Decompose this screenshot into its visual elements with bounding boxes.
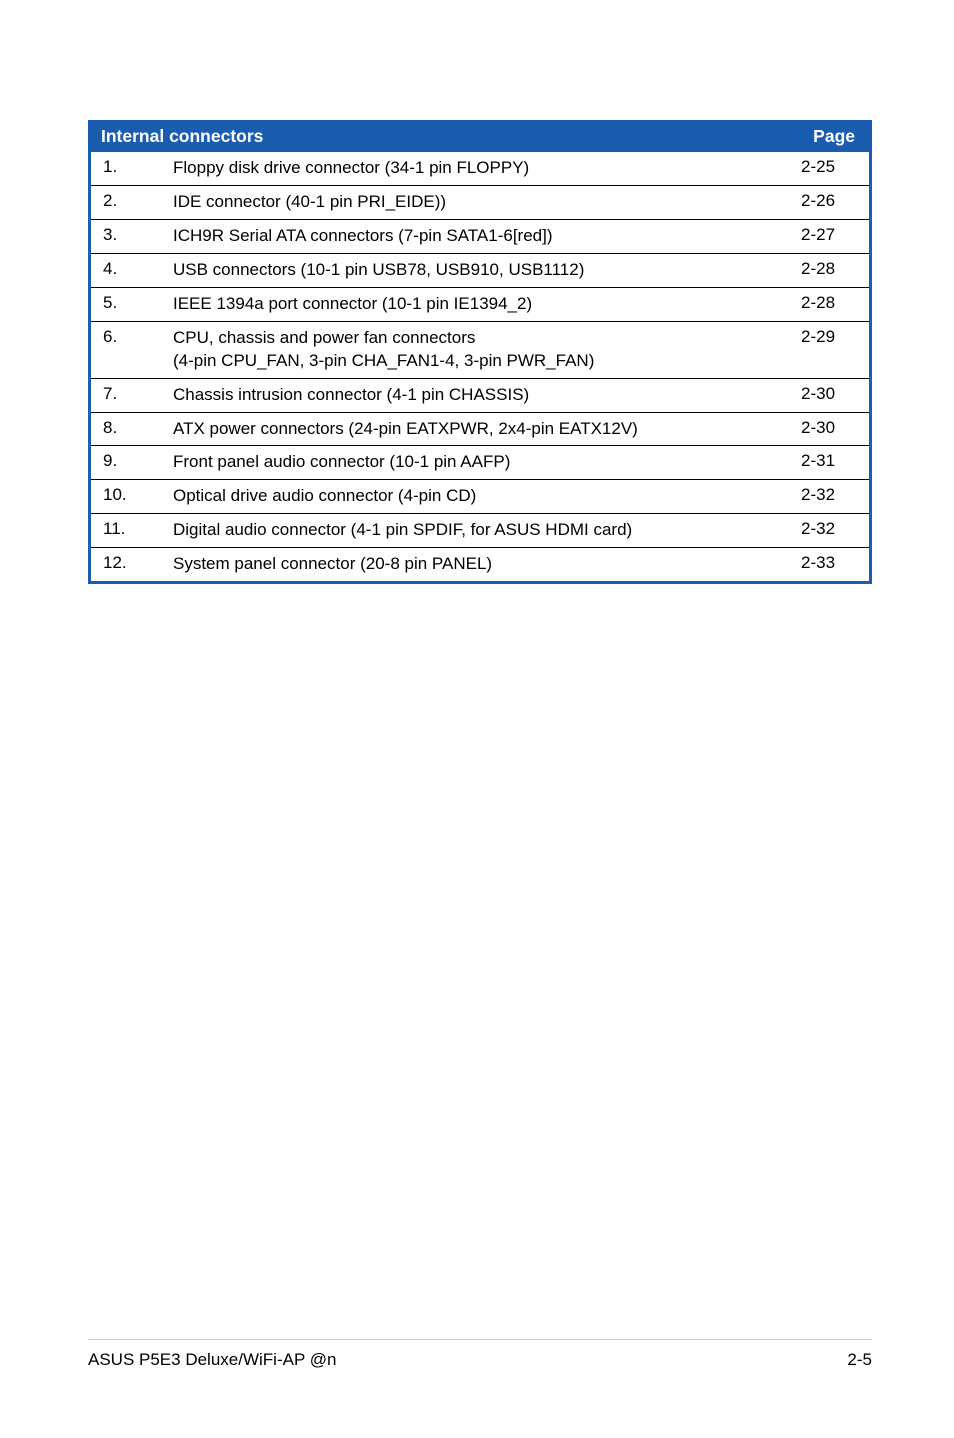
table-row: 4.USB connectors (10-1 pin USB78, USB910…: [91, 254, 869, 288]
row-page: 2-28: [801, 288, 869, 318]
table-row: 8.ATX power connectors (24-pin EATXPWR, …: [91, 413, 869, 447]
row-number: 7.: [91, 379, 173, 409]
row-description: Front panel audio connector (10-1 pin AA…: [173, 446, 801, 479]
footer-product-name: ASUS P5E3 Deluxe/WiFi-AP @n: [88, 1350, 336, 1370]
row-page: 2-26: [801, 186, 869, 216]
row-number: 9.: [91, 446, 173, 476]
table-row: 1.Floppy disk drive connector (34-1 pin …: [91, 152, 869, 186]
row-page: 2-30: [801, 413, 869, 443]
row-description: System panel connector (20-8 pin PANEL): [173, 548, 801, 581]
table-row: 10.Optical drive audio connector (4-pin …: [91, 480, 869, 514]
table-row: 9.Front panel audio connector (10-1 pin …: [91, 446, 869, 480]
table-row: 2.IDE connector (40-1 pin PRI_EIDE))2-26: [91, 186, 869, 220]
row-description: IEEE 1394a port connector (10-1 pin IE13…: [173, 288, 801, 321]
row-number: 4.: [91, 254, 173, 284]
row-description: Floppy disk drive connector (34-1 pin FL…: [173, 152, 801, 185]
table-header-title: Internal connectors: [101, 126, 797, 147]
row-number: 5.: [91, 288, 173, 318]
table-row: 12.System panel connector (20-8 pin PANE…: [91, 548, 869, 581]
row-number: 10.: [91, 480, 173, 510]
row-description: IDE connector (40-1 pin PRI_EIDE)): [173, 186, 801, 219]
row-page: 2-31: [801, 446, 869, 476]
row-number: 11.: [91, 514, 173, 544]
row-page: 2-25: [801, 152, 869, 182]
row-page: 2-27: [801, 220, 869, 250]
table-row: 7.Chassis intrusion connector (4-1 pin C…: [91, 379, 869, 413]
row-page: 2-30: [801, 379, 869, 409]
row-description: USB connectors (10-1 pin USB78, USB910, …: [173, 254, 801, 287]
row-page: 2-28: [801, 254, 869, 284]
row-number: 3.: [91, 220, 173, 250]
table-row: 6.CPU, chassis and power fan connectors(…: [91, 322, 869, 379]
row-page: 2-33: [801, 548, 869, 578]
row-description: Digital audio connector (4-1 pin SPDIF, …: [173, 514, 801, 547]
table-row: 3.ICH9R Serial ATA connectors (7-pin SAT…: [91, 220, 869, 254]
table-row: 11.Digital audio connector (4-1 pin SPDI…: [91, 514, 869, 548]
row-page: 2-29: [801, 322, 869, 352]
row-number: 8.: [91, 413, 173, 443]
row-number: 12.: [91, 548, 173, 578]
row-description: Chassis intrusion connector (4-1 pin CHA…: [173, 379, 801, 412]
row-description: CPU, chassis and power fan connectors(4-…: [173, 322, 801, 378]
table-header-row: Internal connectors Page: [91, 120, 869, 152]
row-page: 2-32: [801, 480, 869, 510]
page-footer: ASUS P5E3 Deluxe/WiFi-AP @n 2-5: [88, 1339, 872, 1370]
row-number: 2.: [91, 186, 173, 216]
footer-page-number: 2-5: [847, 1350, 872, 1370]
row-number: 6.: [91, 322, 173, 352]
internal-connectors-table: Internal connectors Page 1.Floppy disk d…: [88, 120, 872, 584]
row-description: ATX power connectors (24-pin EATXPWR, 2x…: [173, 413, 801, 446]
row-description: Optical drive audio connector (4-pin CD): [173, 480, 801, 513]
row-description: ICH9R Serial ATA connectors (7-pin SATA1…: [173, 220, 801, 253]
table-header-page: Page: [797, 126, 859, 147]
row-number: 1.: [91, 152, 173, 182]
row-page: 2-32: [801, 514, 869, 544]
table-row: 5.IEEE 1394a port connector (10-1 pin IE…: [91, 288, 869, 322]
